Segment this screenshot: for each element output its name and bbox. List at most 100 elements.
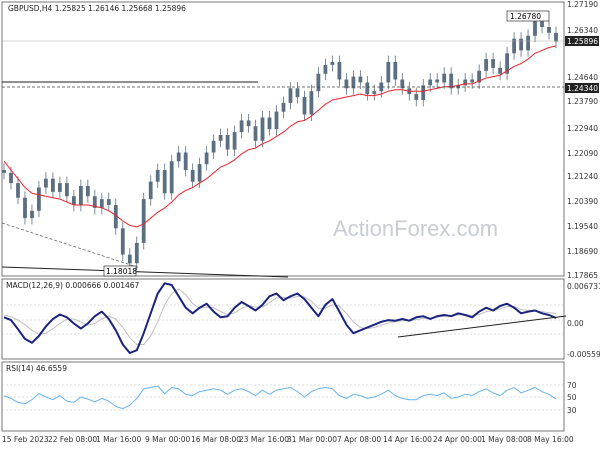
price-tick-0: 1.27190 [567, 0, 598, 9]
candle-body-74 [519, 38, 523, 51]
candle-body-59 [414, 94, 419, 100]
price-layer [2, 14, 558, 270]
macd-tick-2: -0.005595 [567, 350, 600, 359]
price-tick-2: 1.25896 [567, 37, 598, 46]
candle-body-33 [232, 132, 237, 150]
price-tick-1: 1.26340 [567, 26, 598, 35]
candle-body-44 [309, 91, 314, 115]
x-tick-8: 14 Apr 16:00 [383, 435, 432, 444]
dashed-trendline [1, 222, 141, 269]
x-tick-6: 31 Mar 00:00 [287, 435, 337, 444]
candle-body-67 [470, 79, 475, 83]
candle-body-57 [400, 79, 405, 89]
x-tick-10: 1 May 08:00 [481, 435, 528, 444]
macd-tick-0: 0.006731 [567, 282, 600, 291]
macd-trendline [397, 315, 567, 338]
low-annotation-box [103, 265, 137, 277]
price-panel-frame [1, 1, 565, 277]
x-tick-9: 24 Apr 00:00 [433, 435, 482, 444]
price-title: GBPUSD,H4 1.25825 1.26146 1.25668 1.2589… [8, 4, 186, 13]
x-axis: 15 Feb 2023 22 Feb 08:00 1 Mar 16:00 9 M… [2, 435, 574, 444]
candle-body-31 [218, 135, 223, 141]
price-tick-7: 1.22090 [567, 149, 598, 158]
candle-body-2 [16, 183, 20, 198]
candle-body-56 [393, 62, 398, 80]
price-tick-5: 1.23790 [567, 97, 598, 106]
candle-body-25 [176, 152, 181, 162]
price-title-ohlc: 1.25825 1.26146 1.25668 1.25896 [55, 4, 186, 13]
rsi-tick-30: 30 [567, 406, 577, 415]
candle-body-9 [65, 183, 69, 197]
candle-body-39 [274, 111, 279, 130]
candle-body-47 [330, 62, 335, 65]
price-tick-9: 1.20390 [567, 197, 598, 206]
x-tick-7: 7 Apr 08:00 [337, 435, 381, 444]
candle-body-41 [288, 88, 293, 103]
support-trendline [1, 266, 289, 278]
candle-body-6 [44, 178, 48, 188]
grid-layer [2, 304, 564, 411]
price-tick-3: 1.24640 [567, 73, 598, 82]
candle-body-53 [372, 91, 377, 95]
low-annotation: 1.18018 [106, 267, 137, 276]
candle-body-20 [141, 199, 146, 243]
watermark: ActionForex.com [333, 216, 498, 241]
x-tick-1: 22 Feb 08:00 [48, 435, 97, 444]
candle-body-0 [2, 170, 6, 173]
candle-body-76 [533, 21, 537, 36]
candle-body-22 [155, 170, 160, 182]
x-tick-5: 23 Mar 16:00 [239, 435, 289, 444]
candle-body-36 [253, 126, 258, 141]
candle-body-72 [505, 53, 509, 74]
candle-body-71 [498, 67, 502, 74]
price-tick-6: 1.22940 [567, 124, 598, 133]
price-title-symbol: GBPUSD,H4 [8, 4, 53, 13]
x-tick-2: 1 Mar 16:00 [96, 435, 142, 444]
candle-body-3 [23, 197, 27, 219]
candle-body-29 [204, 152, 209, 165]
candle-body-55 [386, 62, 391, 83]
price-tick-8: 1.21240 [567, 172, 598, 181]
candle-body-18 [127, 254, 132, 264]
candle-body-32 [225, 135, 230, 150]
candle-body-52 [365, 82, 370, 95]
candle-body-1 [9, 172, 13, 184]
candle-body-79 [554, 32, 558, 42]
rsi-layer [3, 385, 557, 410]
candle-body-12 [86, 186, 90, 197]
candle-body-15 [106, 199, 111, 205]
candle-body-19 [134, 242, 139, 264]
candle-body-10 [72, 196, 76, 205]
candle-body-49 [344, 79, 349, 89]
candle-body-13 [92, 196, 97, 208]
candle-body-45 [316, 73, 321, 92]
x-tick-11: 8 May 16:00 [527, 435, 574, 444]
candle-body-60 [421, 85, 426, 100]
price-tick-11: 1.18690 [567, 247, 598, 256]
candle-body-24 [169, 161, 174, 194]
price-y-axis: 1.27190 1.26340 1.25896 1.24640 1.24340 … [565, 0, 599, 280]
candle-body-17 [120, 228, 125, 255]
candle-body-62 [435, 79, 440, 83]
candle-body-34 [239, 120, 244, 133]
high-annotation: 1.26780 [510, 12, 541, 21]
candle-body-73 [512, 38, 516, 54]
candle-body-40 [281, 102, 286, 112]
candle-body-46 [323, 65, 328, 74]
candle-body-43 [302, 97, 307, 115]
candle-body-75 [526, 35, 530, 51]
candle-body-35 [246, 120, 251, 127]
candle-body-4 [30, 210, 34, 219]
candle-body-61 [428, 79, 433, 86]
candle-body-14 [99, 199, 104, 208]
candle-body-11 [79, 186, 83, 205]
candle-body-38 [267, 117, 272, 130]
candle-body-70 [491, 59, 495, 68]
current-price-tag [565, 36, 599, 46]
candle-body-27 [190, 170, 195, 182]
rsi-line [3, 385, 557, 410]
high-annotation-box [506, 10, 550, 22]
x-tick-0: 15 Feb 2023 [2, 435, 49, 444]
candle-body-66 [463, 79, 468, 86]
